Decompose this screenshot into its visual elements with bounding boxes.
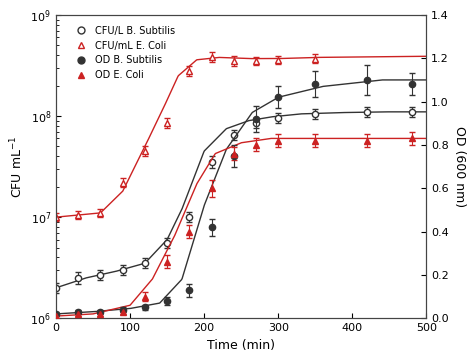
- Y-axis label: OD (600 nm): OD (600 nm): [453, 126, 465, 207]
- Legend: CFU/L B. Subtilis, CFU/mL E. Coli, OD B. Subtilis, OD E. Coli: CFU/L B. Subtilis, CFU/mL E. Coli, OD B.…: [68, 23, 179, 83]
- Y-axis label: CFU mL$^{-1}$: CFU mL$^{-1}$: [9, 135, 25, 198]
- X-axis label: Time (min): Time (min): [207, 339, 275, 352]
